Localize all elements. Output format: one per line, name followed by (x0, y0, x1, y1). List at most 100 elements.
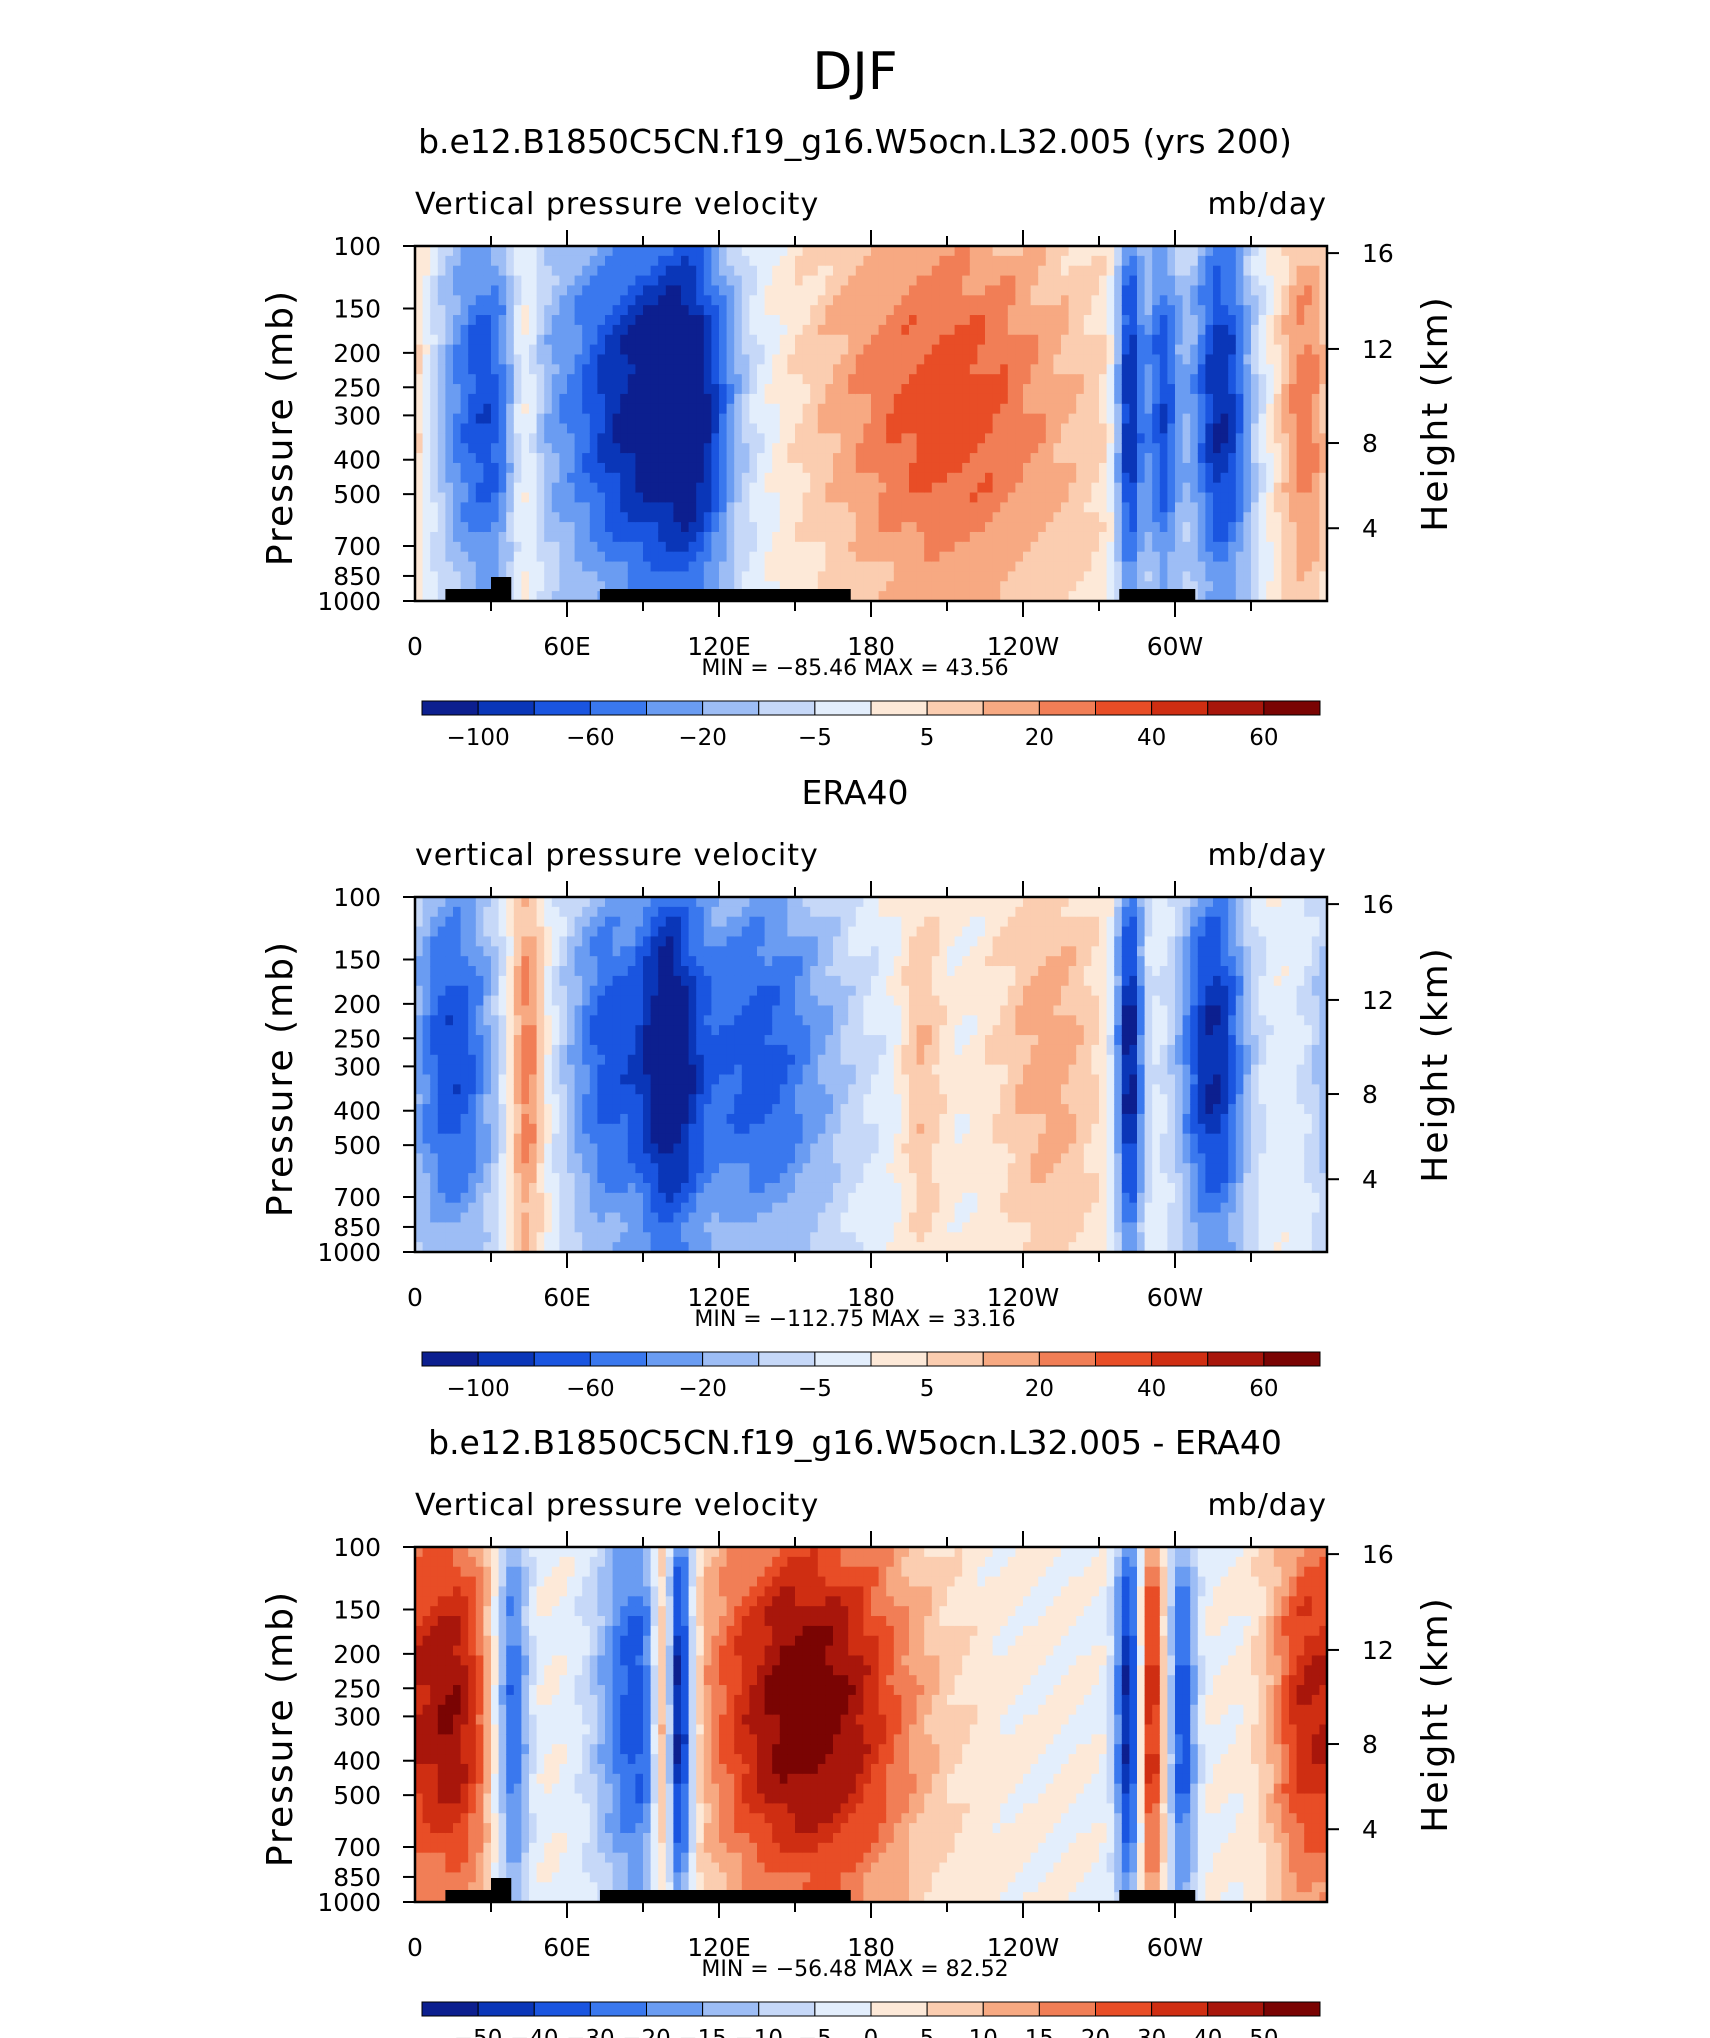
heatmap-cell (544, 443, 553, 454)
heatmap-cell (924, 403, 933, 415)
heatmap-cell (1053, 384, 1062, 395)
heatmap-cell (1289, 354, 1298, 365)
heatmap-cell (1190, 571, 1199, 582)
heatmap-cell (1289, 324, 1298, 336)
heatmap-cell (445, 531, 454, 543)
heatmap-cell (1175, 403, 1184, 415)
heatmap-cell (825, 275, 834, 287)
heatmap-cell (855, 354, 864, 365)
heatmap-cell (1213, 531, 1222, 543)
heatmap-cell (947, 275, 956, 287)
heatmap-cell (749, 393, 758, 405)
heatmap-cell (681, 246, 690, 257)
heatmap-cell (1190, 403, 1199, 415)
heatmap-cell (1144, 561, 1153, 573)
heatmap-cell (947, 255, 956, 267)
heatmap-cell (1045, 364, 1054, 375)
heatmap-cell (437, 1035, 446, 1046)
heatmap-cell (513, 571, 522, 582)
heatmap-cell (1266, 246, 1275, 257)
heatmap-cell (1015, 324, 1024, 336)
heatmap-cell (483, 995, 492, 1007)
heatmap-cell (551, 384, 560, 395)
heatmap-cell (491, 916, 500, 928)
heatmap-cell (772, 315, 781, 326)
heatmap-cell (506, 522, 515, 533)
heatmap-cell (627, 374, 636, 385)
heatmap-cell (513, 966, 522, 977)
heatmap-cell (802, 315, 811, 326)
heatmap-cell (620, 423, 629, 434)
heatmap-cell (475, 453, 484, 464)
heatmap-cell (589, 541, 598, 553)
heatmap-cell (931, 541, 940, 553)
heatmap-cell (513, 334, 522, 346)
heatmap-cell (1144, 462, 1153, 474)
heatmap-cell (1091, 423, 1100, 434)
heatmap-cell (1175, 374, 1184, 385)
heatmap-cell (1121, 315, 1130, 326)
heatmap-cell (1311, 581, 1320, 592)
heatmap-cell (1099, 364, 1108, 375)
heatmap-cell (1068, 423, 1077, 434)
heatmap-cell (567, 443, 576, 454)
heatmap-cell (475, 1094, 484, 1105)
heatmap-cell (1258, 453, 1267, 464)
heatmap-cell (711, 384, 720, 395)
heatmap-cell (422, 995, 431, 1007)
heatmap-cell (483, 1212, 492, 1224)
heatmap-cell (916, 591, 925, 602)
heatmap-cell (673, 561, 682, 573)
heatmap-cell (605, 522, 614, 533)
y-tick-right-label: 4 (1362, 514, 1378, 543)
x-tick-label: 0 (407, 632, 423, 661)
heatmap-cell (871, 403, 880, 415)
heatmap-cell (551, 403, 560, 415)
heatmap-cell (1144, 265, 1153, 277)
heatmap-cell (931, 374, 940, 385)
heatmap-cell (605, 423, 614, 434)
heatmap-cell (977, 512, 986, 523)
heatmap-cell (802, 423, 811, 434)
heatmap-cell (749, 462, 758, 474)
heatmap-cell (1197, 531, 1206, 543)
heatmap-cell (506, 966, 515, 977)
heatmap-cell (437, 1232, 446, 1243)
heatmap-cell (840, 393, 849, 405)
heatmap-cell (498, 985, 507, 997)
heatmap-cell (521, 551, 530, 563)
heatmap-cell (445, 522, 454, 533)
heatmap-cell (513, 1015, 522, 1026)
heatmap-cell (924, 512, 933, 523)
heatmap-cell (1235, 285, 1244, 296)
heatmap-cell (711, 522, 720, 533)
heatmap-cell (1061, 393, 1070, 405)
heatmap-cell (475, 1133, 484, 1145)
heatmap-cell (453, 531, 462, 543)
heatmap-cell (893, 472, 902, 484)
heatmap-cell (833, 462, 842, 474)
heatmap-cell (1129, 482, 1138, 494)
heatmap-cell (1175, 315, 1184, 326)
heatmap-cell (1106, 265, 1115, 277)
heatmap-cell (1243, 512, 1252, 523)
heatmap-cell (871, 443, 880, 454)
heatmap-cell (810, 344, 819, 356)
heatmap-cell (924, 334, 933, 346)
heatmap-cell (422, 1163, 431, 1174)
heatmap-cell (635, 393, 644, 405)
heatmap-cell (1152, 462, 1161, 474)
heatmap-cell (1319, 334, 1328, 346)
x-tick-label: 120W (987, 632, 1059, 661)
heatmap-cell (969, 354, 978, 365)
heatmap-cell (513, 1173, 522, 1184)
heatmap-cell (1213, 344, 1222, 356)
heatmap-cell (711, 324, 720, 336)
heatmap-cell (1319, 433, 1328, 444)
heatmap-cell (863, 462, 872, 474)
heatmap-cell (1144, 541, 1153, 553)
heatmap-cell (863, 492, 872, 503)
heatmap-cell (468, 1054, 477, 1066)
heatmap-cell (605, 453, 614, 464)
heatmap-cell (475, 1035, 484, 1046)
